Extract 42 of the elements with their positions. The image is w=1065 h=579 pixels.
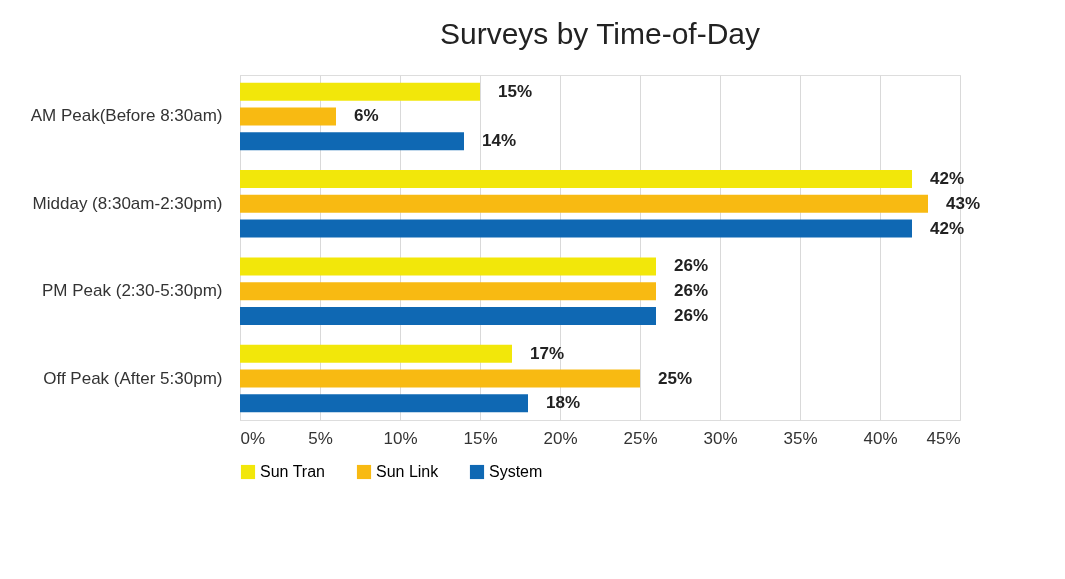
x-tick-label: 45% [926, 428, 961, 448]
y-tick-label: Midday (8:30am-2:30pm) [32, 193, 223, 213]
y-tick-label: AM Peak(Before 8:30am) [30, 106, 223, 126]
data-label: 25% [658, 368, 693, 388]
data-label: 43% [946, 193, 981, 213]
x-tick-label: 35% [783, 428, 818, 448]
bar [240, 194, 928, 213]
bar [240, 344, 512, 363]
data-label: 42% [930, 169, 965, 189]
legend-label: Sun Link [376, 463, 440, 480]
data-label: 15% [498, 81, 533, 101]
data-label: 14% [482, 131, 517, 151]
bar [240, 170, 912, 189]
data-label: 17% [530, 343, 565, 363]
x-tick-label: 10% [383, 428, 418, 448]
x-tick-label: 25% [623, 428, 658, 448]
bar [240, 107, 336, 126]
data-label: 42% [930, 218, 965, 238]
x-tick-label: 20% [543, 428, 578, 448]
data-label: 6% [354, 106, 379, 126]
x-tick-label: 0% [240, 428, 266, 448]
data-label: 26% [674, 305, 709, 325]
y-tick-label: PM Peak (2:30-5:30pm) [42, 281, 223, 301]
y-tick-label: Off Peak (After 5:30pm) [43, 368, 223, 388]
bar [240, 369, 640, 388]
bar [240, 82, 480, 101]
bar [240, 394, 528, 413]
x-tick-label: 40% [863, 428, 898, 448]
data-label: 26% [674, 256, 709, 276]
bar [240, 306, 656, 325]
legend-label: System [489, 463, 543, 480]
bar [240, 219, 912, 238]
chart-title: Surveys by Time-of-Day [439, 17, 761, 50]
x-tick-label: 15% [463, 428, 498, 448]
data-label: 26% [674, 281, 709, 301]
x-tick-label: 30% [703, 428, 738, 448]
legend-label: Sun Tran [260, 463, 325, 480]
data-label: 18% [546, 393, 581, 413]
bar [240, 132, 464, 151]
bar [240, 282, 656, 301]
x-tick-label: 5% [308, 428, 333, 448]
bar [240, 257, 656, 276]
